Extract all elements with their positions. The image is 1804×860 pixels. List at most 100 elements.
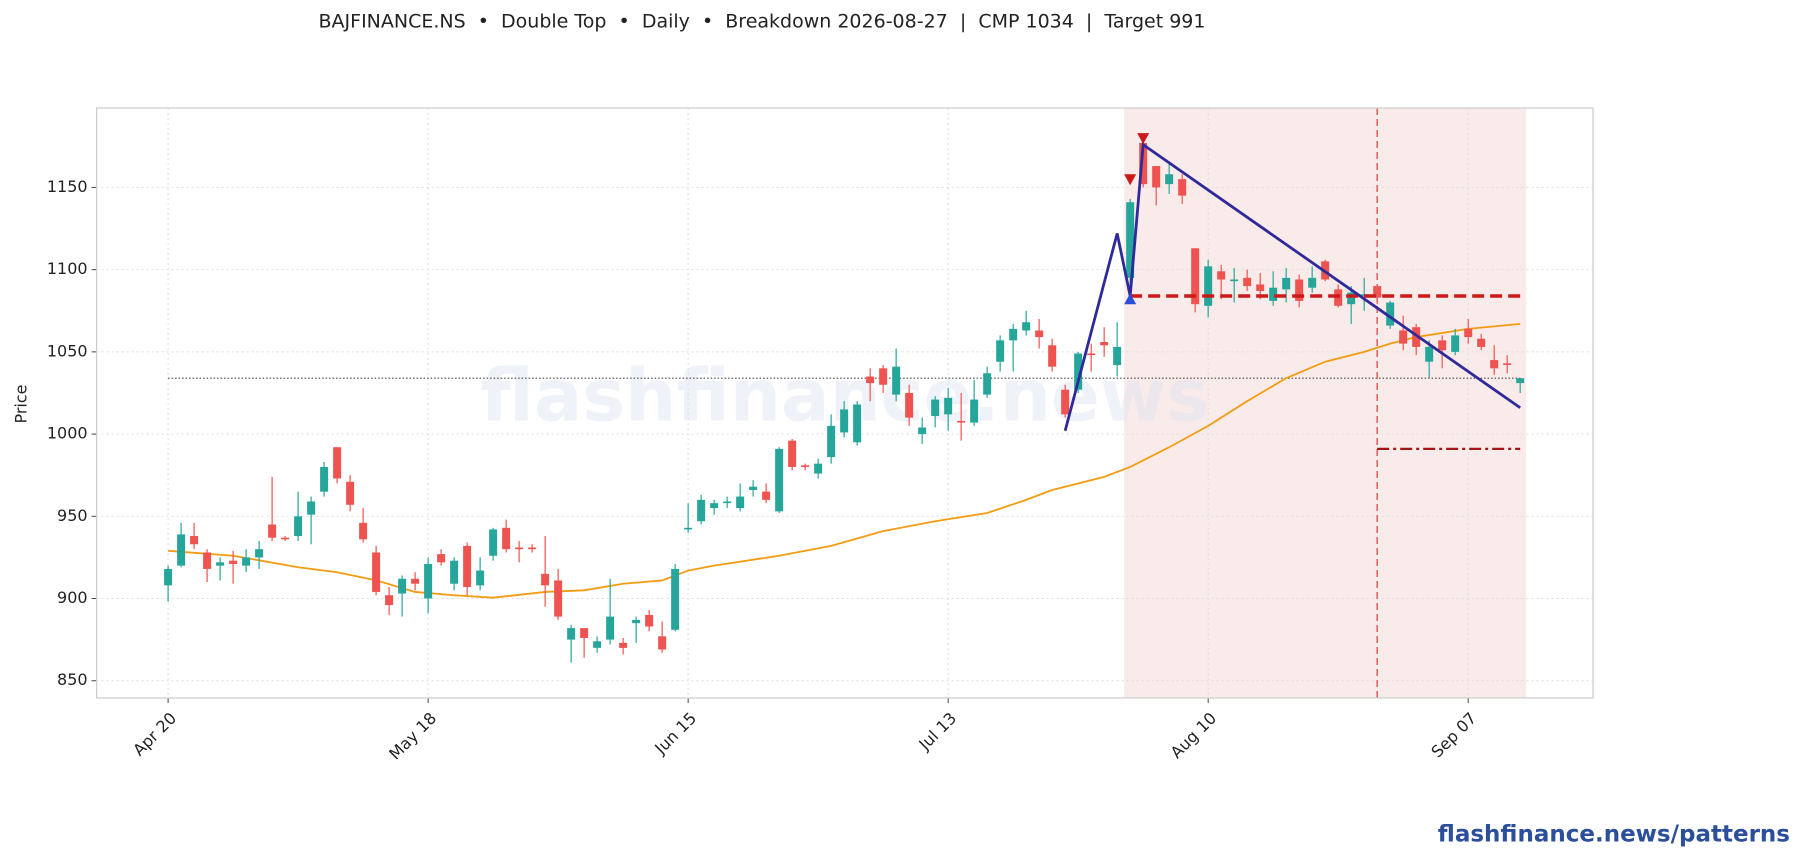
candle-body <box>658 636 667 650</box>
candle-body <box>723 501 732 504</box>
candle-body <box>814 463 823 474</box>
candle-body <box>671 568 680 630</box>
candle-body <box>1282 277 1291 290</box>
candle-body <box>307 501 316 515</box>
candle-body <box>1386 302 1395 326</box>
candle-body <box>372 552 381 592</box>
candle-body <box>879 368 888 385</box>
candle-body <box>359 522 368 540</box>
candle-body <box>281 537 290 540</box>
candle-body <box>1204 266 1213 306</box>
candle-body <box>697 499 706 522</box>
candle-body <box>762 491 771 500</box>
pattern-region <box>1124 108 1527 698</box>
candle-body <box>684 527 693 530</box>
candle-body <box>1087 353 1096 356</box>
candle-body <box>827 425 836 458</box>
candle-body <box>736 496 745 509</box>
candle-body <box>1477 338 1486 347</box>
candle-body <box>398 578 407 594</box>
y-tick-label: 950 <box>57 506 88 525</box>
candle-body <box>203 552 212 569</box>
candle-body <box>489 529 498 556</box>
candle-body <box>1100 341 1109 346</box>
candle-body <box>1061 389 1070 415</box>
candle-body <box>255 549 264 558</box>
candle-body <box>1295 279 1304 301</box>
trough-marker <box>1124 293 1137 305</box>
candle-body <box>242 557 251 566</box>
x-tick-label: Sep 07 <box>1427 709 1480 762</box>
peak-marker <box>1124 174 1137 186</box>
candle-body <box>1438 340 1447 351</box>
candle-body <box>593 641 602 648</box>
y-tick-label: 1100 <box>47 259 88 278</box>
candle-body <box>840 409 849 433</box>
candle-body <box>1139 143 1148 185</box>
candle-body <box>320 466 329 492</box>
candle-body <box>1503 363 1512 366</box>
y-tick-label: 1050 <box>47 341 88 360</box>
candle-body <box>645 614 654 627</box>
candle-body <box>502 527 511 550</box>
y-axis-label: Price <box>12 384 31 423</box>
candle-body <box>1230 279 1239 282</box>
candle-body <box>853 404 862 443</box>
candle-body <box>1048 345 1057 367</box>
candle-body <box>1269 287 1278 301</box>
candle-body <box>216 562 225 566</box>
candle-body <box>463 545 472 588</box>
candle-body <box>476 570 485 586</box>
candle-body <box>1347 292 1356 305</box>
candle-body <box>970 399 979 423</box>
candle-body <box>619 642 628 648</box>
candle-body <box>177 534 186 566</box>
candle-body <box>1490 360 1499 369</box>
candle-body <box>944 397 953 415</box>
candle-body <box>1152 166 1161 188</box>
x-tick-label: May 18 <box>385 709 440 764</box>
candle-body <box>1178 179 1187 196</box>
candle-body <box>580 628 589 638</box>
x-tick-label: Jun 15 <box>650 709 700 759</box>
candle-body <box>996 340 1005 362</box>
candle-body <box>1451 335 1460 352</box>
candle-body <box>515 547 524 550</box>
candle-body <box>567 628 576 640</box>
candle-body <box>1165 174 1174 185</box>
candle-body <box>749 486 758 490</box>
candle-body <box>411 578 420 584</box>
candle-body <box>1412 327 1421 347</box>
chart-title: BAJFINANCE.NS • Double Top • Daily • Bre… <box>319 11 1206 33</box>
candle-body <box>528 547 537 550</box>
candle-body <box>190 536 199 545</box>
candle-body <box>606 616 615 640</box>
candle-body <box>268 524 277 538</box>
candle-body <box>1126 202 1135 278</box>
candle-body <box>437 554 446 563</box>
candle-body <box>164 568 173 586</box>
candle-body <box>424 563 433 599</box>
candle-body <box>957 420 966 423</box>
candle-body <box>905 392 914 418</box>
candle-body <box>1373 286 1382 298</box>
candle-body <box>1399 330 1408 344</box>
candle-body <box>1191 248 1200 305</box>
candle-body <box>385 595 394 606</box>
candle-body <box>554 580 563 617</box>
y-tick-label: 1000 <box>47 424 88 443</box>
candle-body <box>632 619 641 624</box>
candle-body <box>1022 322 1031 331</box>
candle-body <box>1009 328 1018 341</box>
candle-body <box>775 448 784 512</box>
candle-body <box>788 440 797 467</box>
candle-body <box>541 573 550 586</box>
candle-body <box>801 465 810 467</box>
candle-body <box>1256 284 1265 292</box>
candle-body <box>346 481 355 505</box>
candle-body <box>450 560 459 584</box>
candle-body <box>918 427 927 435</box>
candle-body <box>710 503 719 509</box>
